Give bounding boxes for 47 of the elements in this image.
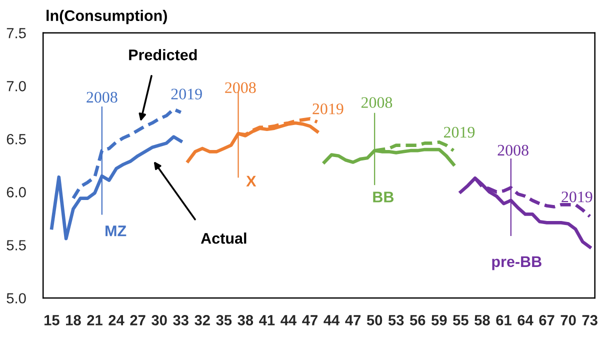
annotation: pre-BB <box>492 256 542 270</box>
annotation: 2019 <box>444 126 475 138</box>
x-tick-label: 41 <box>259 315 275 326</box>
x-tick-label: 27 <box>130 315 146 326</box>
y-tick-label: 5.5 <box>6 240 26 250</box>
x-tick-label: 58 <box>474 315 490 326</box>
annotation: 2008 <box>361 97 392 108</box>
annotation: 2019 <box>562 192 592 202</box>
x-tick-label: 59 <box>432 315 447 326</box>
x-tick-label: 67 <box>539 315 554 326</box>
annotation: X <box>246 176 256 186</box>
y-tick-label: 6.0 <box>6 187 26 198</box>
x-tick-label: 33 <box>173 315 188 326</box>
annotation: 2019 <box>312 104 344 114</box>
x-tick-label: 47 <box>302 315 318 326</box>
x-tick-label: 50 <box>366 315 382 326</box>
y-axis-title: ln(Consumption) <box>46 10 167 24</box>
x-tick-label: 70 <box>560 315 576 326</box>
annotation: 2019 <box>171 88 202 100</box>
x-tick-label: 73 <box>582 315 598 326</box>
annotation: BB <box>373 192 394 202</box>
annotation: 2008 <box>86 92 118 103</box>
x-tick-label: 56 <box>410 315 426 326</box>
y-tick-label: 7.0 <box>6 81 26 92</box>
x-tick-label: 44 <box>280 315 297 326</box>
annotation: Actual <box>200 232 246 244</box>
x-tick-label: 35 <box>216 315 232 326</box>
x-tick-label: 18 <box>66 315 81 326</box>
x-tick-label: 55 <box>453 315 468 326</box>
x-tick-label: 61 <box>496 315 512 326</box>
x-tick-label: 47 <box>345 315 361 326</box>
annotation: MZ <box>106 226 126 236</box>
x-tick-label: 30 <box>152 315 167 326</box>
annotation: 2008 <box>498 144 528 156</box>
annotation: 2008 <box>225 82 256 94</box>
x-tick-label: 15 <box>44 315 60 326</box>
annotation: Predicted <box>129 49 197 60</box>
x-tick-label: 24 <box>108 315 124 326</box>
x-tick-label: 44 <box>324 315 340 326</box>
x-tick-label: 38 <box>238 315 254 326</box>
y-tick-label: 5.0 <box>6 293 26 304</box>
x-tick-label: 53 <box>388 315 404 326</box>
y-tick-label: 7.5 <box>6 28 26 38</box>
x-tick-label: 64 <box>518 315 534 326</box>
x-tick-label: 21 <box>87 315 102 326</box>
y-tick-label: 6.5 <box>6 134 26 144</box>
x-tick-label: 32 <box>194 315 210 326</box>
